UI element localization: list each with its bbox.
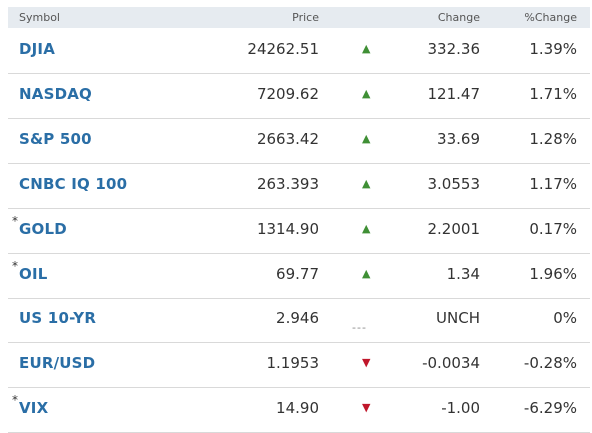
change-indicator: ▲ (362, 131, 371, 145)
change: -1.00 (441, 399, 480, 418)
change: 3.0553 (427, 174, 481, 193)
symbol-link: GOLD (19, 219, 67, 238)
price: 263.393 (256, 174, 319, 193)
row (8, 163, 590, 209)
percent-change: 1.39% (529, 40, 577, 58)
symbol-link: CNBC IQ 100 (19, 174, 128, 193)
price: 69.77 (276, 264, 319, 283)
change: 33.69 (437, 129, 480, 148)
change-indicator: ▲ (362, 176, 371, 190)
percent-change: 0.17% (529, 219, 577, 238)
percent-change: 1.71% (529, 84, 577, 103)
change: UNCH (436, 309, 480, 328)
percent-change: 1.96% (529, 264, 577, 283)
row (8, 253, 590, 299)
symbol-link: VIX (19, 399, 49, 418)
row (8, 118, 590, 164)
price: 2.946 (276, 309, 319, 328)
change: 332.36 (427, 40, 481, 58)
row (8, 28, 590, 74)
percent-change: -0.28% (523, 354, 577, 373)
price: 7209.62 (256, 84, 319, 103)
percent-change: -6.29% (523, 399, 577, 418)
change-indicator: ▲ (362, 266, 371, 280)
change: 2.2001 (427, 219, 481, 238)
price: 2663.42 (256, 129, 319, 148)
footnote-mark: * (12, 213, 18, 228)
price: 1.1953 (266, 354, 320, 373)
change: 121.47 (427, 84, 481, 103)
symbol-link: OIL (19, 264, 48, 283)
row (8, 297, 590, 344)
header-bar (8, 7, 590, 28)
row (8, 208, 590, 254)
change-indicator: --- (352, 321, 367, 335)
symbol-link: NASDAQ (19, 84, 92, 103)
symbol-link: US 10-YR (19, 309, 97, 328)
change: 1.34 (446, 264, 480, 283)
row (8, 342, 590, 389)
change-indicator: ▲ (362, 221, 371, 235)
change-indicator: ▼ (362, 401, 371, 415)
price: 24262.51 (247, 40, 319, 58)
footnote-mark: * (12, 258, 18, 273)
column-header: Change (437, 11, 480, 24)
row (8, 73, 590, 119)
change: -0.0034 (422, 354, 480, 373)
percent-change: 1.17% (529, 174, 577, 193)
symbol-link: EUR/USD (19, 354, 96, 373)
column-header: %Change (524, 11, 577, 24)
change-indicator: ▼ (362, 356, 371, 370)
symbol-link: DJIA (19, 40, 56, 58)
column-header: Symbol (19, 11, 60, 24)
footnote-mark: * (12, 393, 18, 408)
change-indicator: ▲ (362, 86, 371, 100)
percent-change: 1.28% (529, 129, 577, 148)
column-header: Price (292, 11, 319, 24)
price: 1314.90 (256, 219, 319, 238)
symbol-link: S&P 500 (19, 129, 92, 148)
percent-change: 0% (553, 309, 577, 328)
price: 14.90 (276, 399, 319, 418)
change-indicator: ▲ (362, 42, 371, 55)
